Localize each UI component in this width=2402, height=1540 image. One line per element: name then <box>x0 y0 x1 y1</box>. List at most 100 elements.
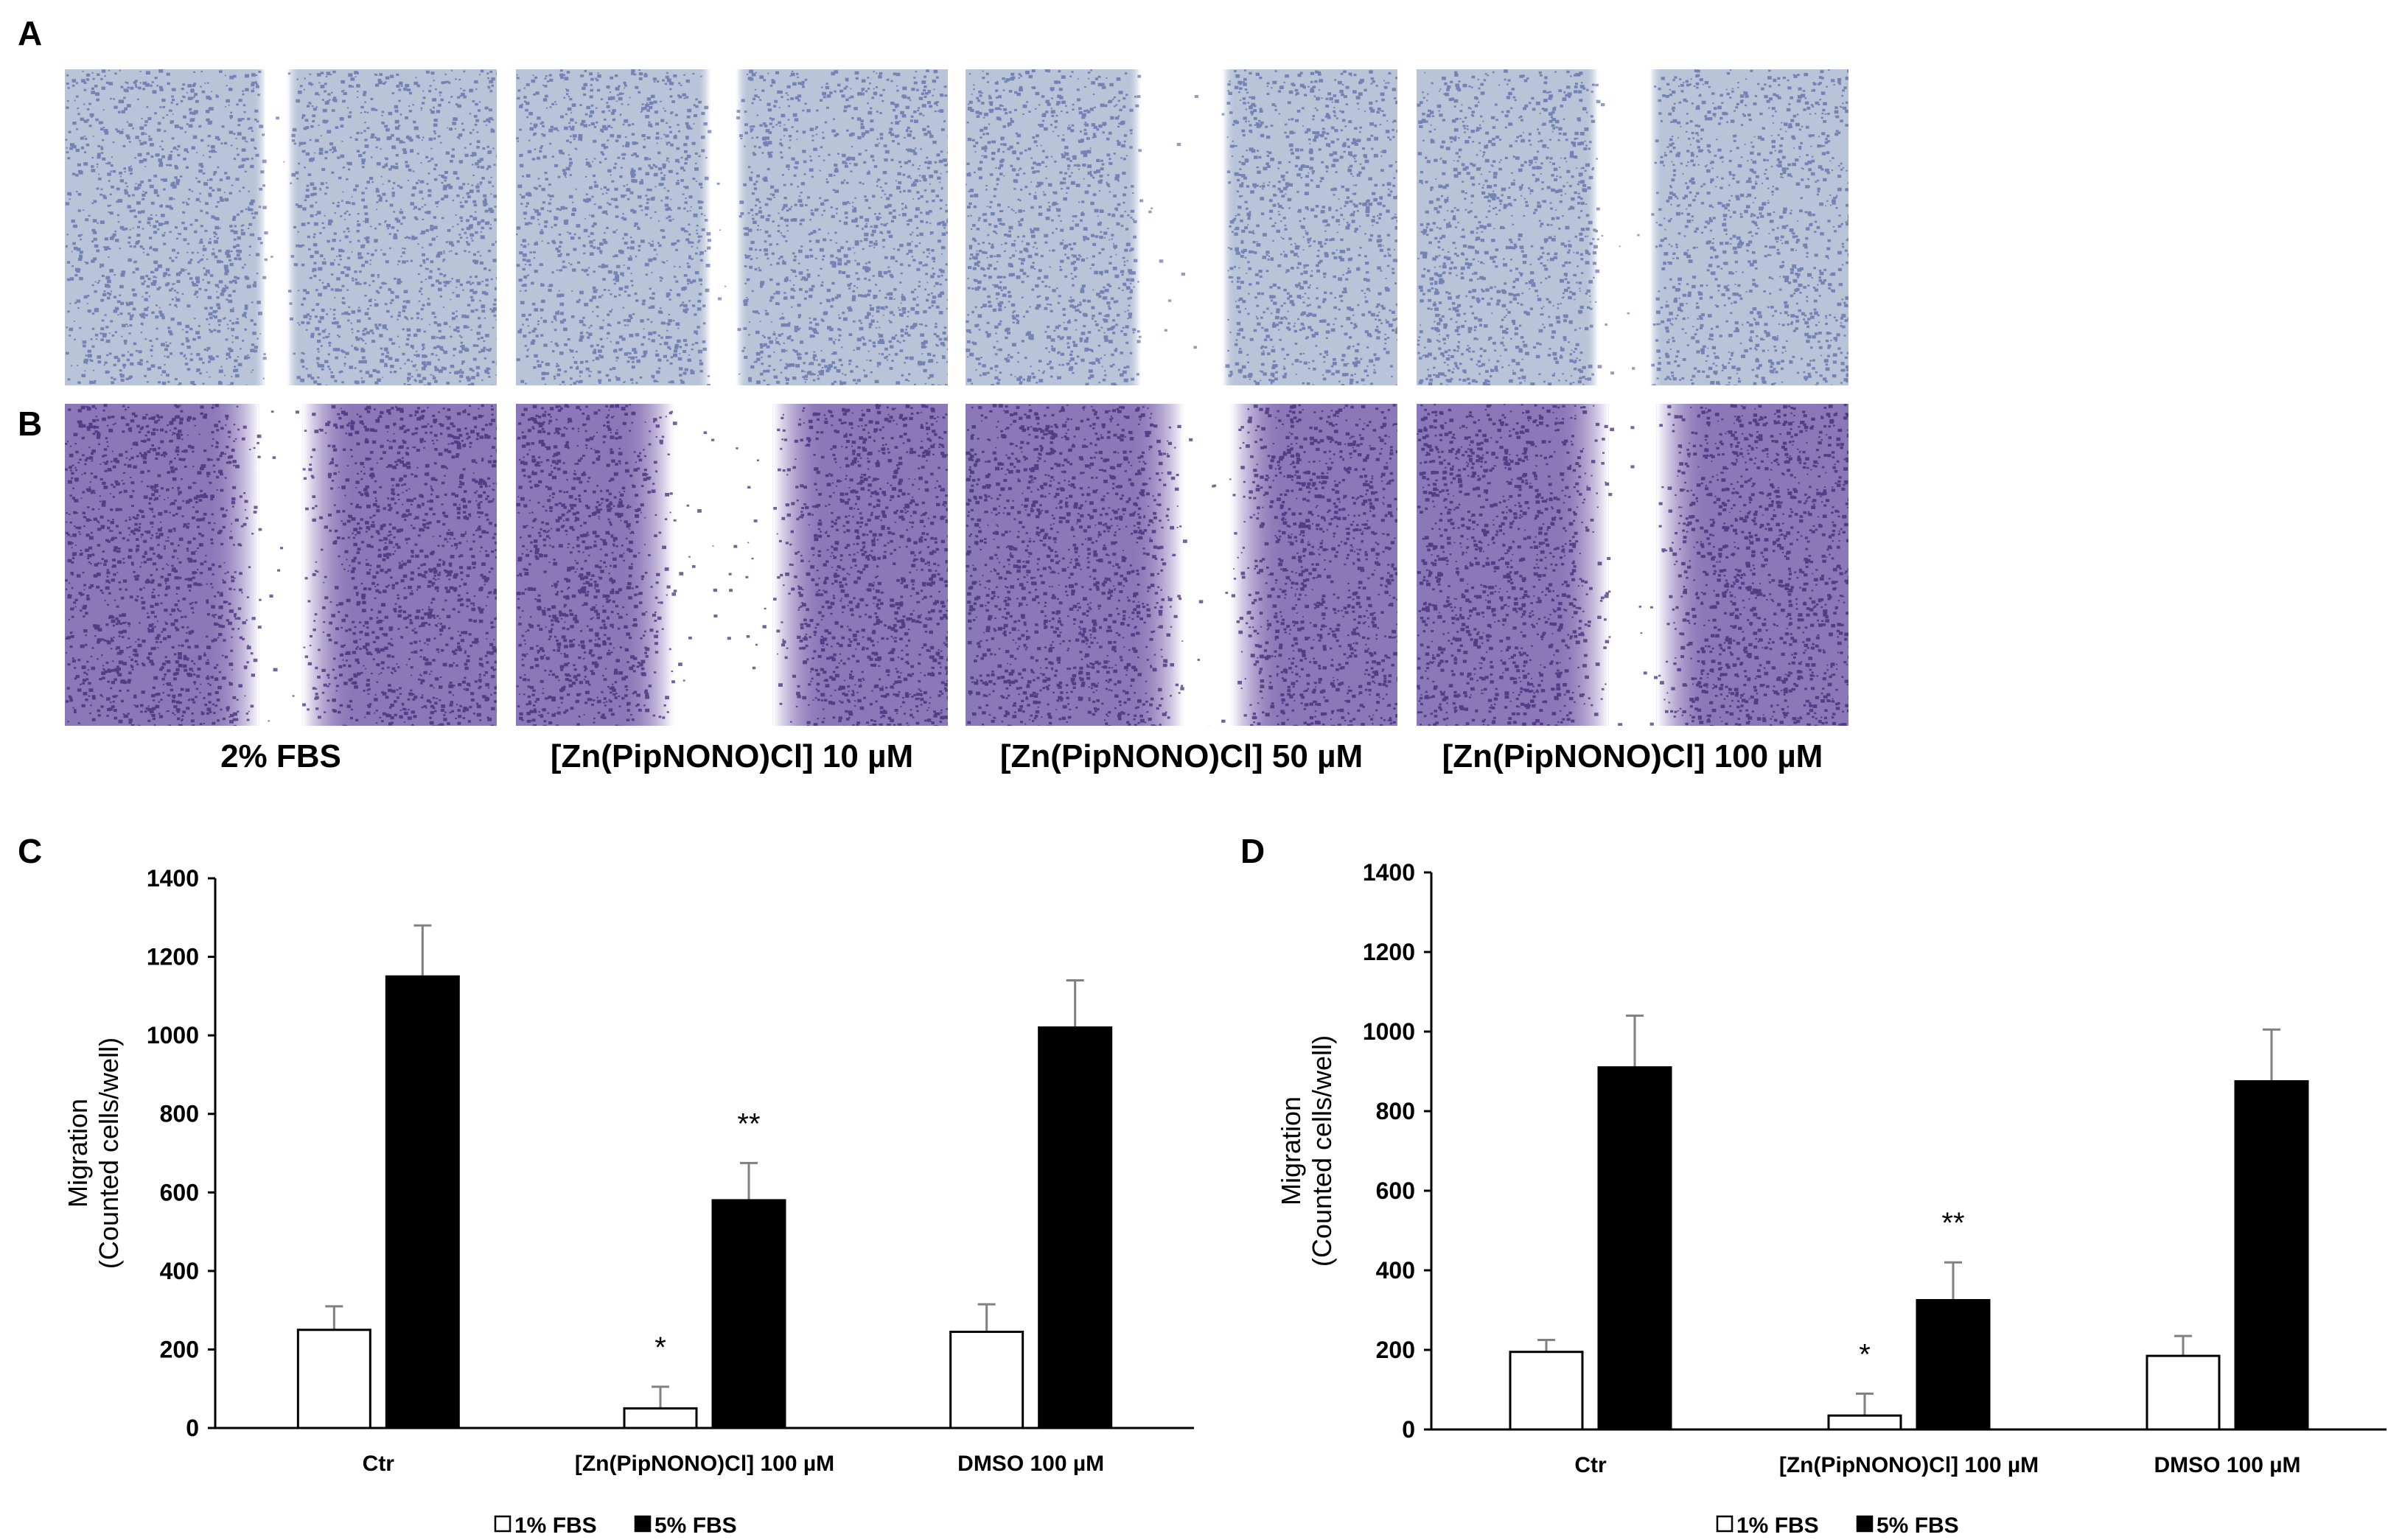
micrograph-a-1 <box>65 69 497 385</box>
legend-label: 1% FBS <box>514 1513 597 1536</box>
micrograph-b-2 <box>516 404 948 726</box>
gap-edge-left <box>621 404 674 726</box>
y-tick-label: 800 <box>1376 1098 1415 1124</box>
panel-letter-c: C <box>18 832 43 870</box>
significance-marker: * <box>1859 1338 1871 1371</box>
caption-4: [Zn(PipNONO)Cl] 100 µM <box>1442 738 1823 774</box>
y-axis-label-line: (Counted cells/well) <box>94 1037 124 1269</box>
gap-edge-left <box>207 404 259 726</box>
legend-label: 5% FBS <box>1876 1513 1959 1536</box>
y-tick-label: 400 <box>1376 1257 1415 1284</box>
bar-chart-c: Migration(Counted cells/well) 0 200 400 600 8… <box>0 825 1209 1538</box>
wound-gap <box>259 404 303 726</box>
significance-marker: * <box>654 1331 666 1364</box>
panel-letter-d: D <box>1240 832 1265 870</box>
bar <box>2146 1354 2221 1431</box>
caption-3: [Zn(PipNONO)Cl] 50 µM <box>999 738 1364 774</box>
x-category-label: [Zn(PipNONO)Cl] 100 µM <box>575 1452 834 1476</box>
micrograph-a-2 <box>516 69 948 385</box>
y-tick-label: 1000 <box>1363 1018 1415 1045</box>
legend-swatch <box>1856 1515 1874 1533</box>
y-tick-label: 1400 <box>1363 859 1415 886</box>
micrograph-texture <box>516 404 948 726</box>
micrograph-b-3 <box>966 404 1397 726</box>
gap-edge-left <box>697 69 711 385</box>
bar <box>385 975 460 1429</box>
bar <box>296 1329 371 1429</box>
bar <box>1597 1066 1672 1431</box>
micrograph-texture <box>65 69 497 385</box>
y-tick-label: 0 <box>186 1415 199 1441</box>
significance-marker: ** <box>737 1107 760 1140</box>
wound-gap <box>1183 404 1232 726</box>
wound-gap <box>710 69 736 385</box>
cell-dots <box>1417 69 1848 385</box>
y-axis-label: Migration(Counted cells/well) <box>1276 1035 1337 1267</box>
bar <box>949 1330 1024 1429</box>
micrograph-b-1 <box>65 404 497 726</box>
bar <box>623 1407 698 1429</box>
y-tick-label: 1000 <box>147 1022 199 1049</box>
y-axis-label: Migration(Counted cells/well) <box>63 1037 124 1269</box>
micrograph-b-4 <box>1417 404 1848 726</box>
y-tick-label: 600 <box>1376 1177 1415 1204</box>
gap-edge-right <box>1231 404 1283 726</box>
bar <box>1509 1351 1584 1431</box>
bar-chart-c-svg: Migration(Counted cells/well) 0 200 400 600 8… <box>63 865 1194 1538</box>
cell-dots <box>516 404 948 726</box>
wound-gap <box>1140 69 1223 385</box>
y-tick-label: 200 <box>160 1336 199 1362</box>
y-tick-label: 400 <box>160 1258 199 1284</box>
micrograph-texture <box>1417 404 1848 726</box>
y-axis-label-line: Migration <box>63 1099 93 1208</box>
bar <box>711 1199 786 1429</box>
cell-dots <box>65 404 497 726</box>
y-tick-label: 1200 <box>1363 939 1415 965</box>
wound-gap <box>265 69 287 385</box>
x-category-label: DMSO 100 µM <box>957 1452 1104 1476</box>
y-tick-label: 200 <box>1376 1337 1415 1363</box>
legend-label: 1% FBS <box>1736 1513 1819 1536</box>
bar-chart-d-svg: Migration(Counted cells/well) 0 200 400 600 8… <box>1276 859 2387 1538</box>
bar <box>2234 1080 2309 1431</box>
x-category-label: DMSO 100 µM <box>2154 1453 2301 1477</box>
bar <box>1038 1026 1113 1429</box>
wound-gap <box>673 404 773 726</box>
micrograph-texture <box>966 69 1397 385</box>
gap-edge-right <box>1649 69 1663 385</box>
y-axis-label-line: Migration <box>1276 1096 1306 1205</box>
bar <box>1827 1414 1902 1431</box>
y-tick-label: 0 <box>1402 1416 1415 1443</box>
bar-chart-d: Migration(Counted cells/well) 0 200 400 600 8… <box>1209 825 2402 1538</box>
y-tick-label: 600 <box>160 1179 199 1205</box>
micrograph-texture <box>1417 69 1848 385</box>
y-tick-label: 800 <box>160 1101 199 1127</box>
y-tick-label: 1200 <box>147 944 199 970</box>
gap-edge-right <box>772 404 825 726</box>
bar <box>1916 1299 1991 1431</box>
wound-gap <box>1598 69 1650 385</box>
cell-dots <box>966 69 1397 385</box>
gap-edge-right <box>736 69 750 385</box>
legend-label: 5% FBS <box>654 1513 737 1536</box>
x-category-label: [Zn(PipNONO)Cl] 100 µM <box>1779 1453 2039 1477</box>
wound-gap <box>1608 404 1657 726</box>
micrograph-texture <box>516 69 948 385</box>
y-tick-label: 1400 <box>147 865 199 892</box>
micrograph-texture <box>966 404 1397 726</box>
cell-dots <box>1417 404 1848 726</box>
legend-swatch <box>634 1515 652 1533</box>
caption-2: [Zn(PipNONO)Cl] 10 µM <box>550 738 914 774</box>
legend-swatch <box>494 1515 512 1533</box>
gap-edge-left <box>252 69 266 385</box>
y-axis-label-line: (Counted cells/well) <box>1307 1035 1337 1267</box>
micrograph-a-3 <box>966 69 1397 385</box>
x-category-label: Ctr <box>1574 1453 1607 1477</box>
legend-swatch <box>1716 1515 1734 1533</box>
panel-letter-a: A <box>18 14 43 52</box>
gap-edge-left <box>1131 404 1184 726</box>
micrograph-texture <box>65 404 497 726</box>
significance-marker: ** <box>1941 1207 1964 1239</box>
panel-letter-b: B <box>18 405 43 443</box>
gap-edge-left <box>1127 69 1141 385</box>
